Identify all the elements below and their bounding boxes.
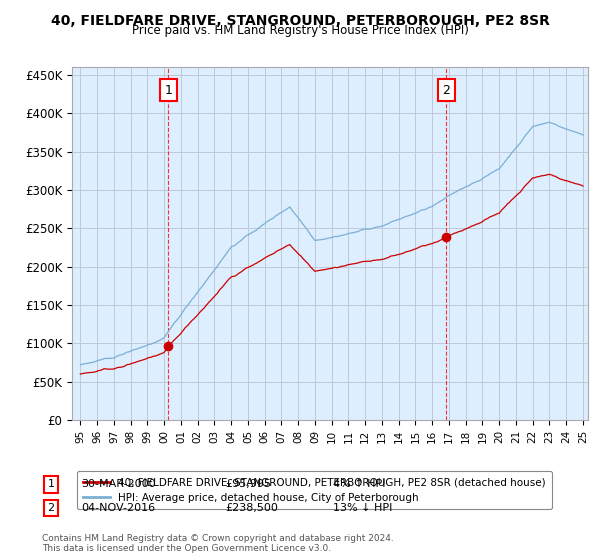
Text: 2: 2 [47, 503, 55, 513]
Legend: 40, FIELDFARE DRIVE, STANGROUND, PETERBOROUGH, PE2 8SR (detached house), HPI: Av: 40, FIELDFARE DRIVE, STANGROUND, PETERBO… [77, 471, 552, 509]
Text: £95,995: £95,995 [225, 479, 271, 489]
Text: 04-NOV-2016: 04-NOV-2016 [81, 503, 155, 513]
Text: 4% ↑ HPI: 4% ↑ HPI [333, 479, 386, 489]
Text: £238,500: £238,500 [225, 503, 278, 513]
Text: 40, FIELDFARE DRIVE, STANGROUND, PETERBOROUGH, PE2 8SR: 40, FIELDFARE DRIVE, STANGROUND, PETERBO… [50, 14, 550, 28]
Text: Price paid vs. HM Land Registry's House Price Index (HPI): Price paid vs. HM Land Registry's House … [131, 24, 469, 37]
Text: 13% ↓ HPI: 13% ↓ HPI [333, 503, 392, 513]
Text: 1: 1 [164, 83, 172, 97]
Text: 30-MAR-2000: 30-MAR-2000 [81, 479, 155, 489]
Text: 2: 2 [442, 83, 450, 97]
Text: Contains HM Land Registry data © Crown copyright and database right 2024.
This d: Contains HM Land Registry data © Crown c… [42, 534, 394, 553]
Text: 1: 1 [47, 479, 55, 489]
